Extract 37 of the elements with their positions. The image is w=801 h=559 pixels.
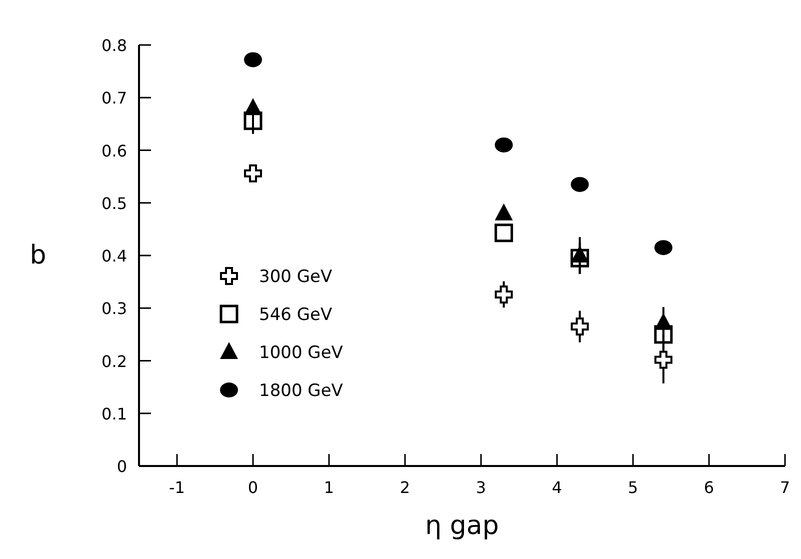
x-tick-label: 7	[780, 478, 790, 497]
x-tick-label: 5	[628, 478, 638, 497]
point	[654, 325, 673, 344]
point	[570, 176, 589, 192]
point	[244, 52, 262, 68]
x-tick-label: 4	[552, 478, 562, 497]
point	[494, 224, 514, 242]
point	[494, 285, 513, 304]
legend-label: 300 GeV	[259, 267, 332, 287]
y-tick-label: 0.2	[102, 352, 127, 371]
point	[654, 350, 672, 369]
point	[570, 248, 590, 268]
x-tick-label: 6	[704, 478, 714, 497]
y-tick-label: 0	[116, 457, 127, 476]
y-tick-label: 0.6	[102, 141, 127, 160]
point	[494, 137, 513, 152]
x-tick-label: 1	[324, 478, 334, 497]
legend-label: 1800 GeV	[259, 381, 344, 401]
y-tick-label: 0.4	[102, 246, 127, 266]
x-tick-label: 3	[476, 478, 486, 497]
y-tick-label: 0.1	[102, 404, 127, 424]
point	[494, 203, 513, 220]
point	[654, 240, 672, 256]
y-tick-label: 0.7	[102, 88, 127, 108]
point	[244, 112, 262, 130]
x-tick-label: 2	[400, 478, 410, 497]
y-tick-label: 0.5	[102, 194, 127, 213]
y-tick-label: 0.8	[102, 36, 127, 55]
x-tick-label: -1	[169, 478, 185, 497]
legend-label: 1000 GeV	[259, 343, 344, 363]
x-axis-title: η gap	[425, 511, 499, 541]
point	[570, 318, 589, 336]
y-tick-label: 0.3	[102, 299, 127, 318]
point	[244, 164, 262, 182]
legend-label: 546 GeV	[259, 305, 332, 325]
y-axis-title: b	[30, 240, 46, 270]
x-tick-label: 0	[248, 478, 258, 497]
